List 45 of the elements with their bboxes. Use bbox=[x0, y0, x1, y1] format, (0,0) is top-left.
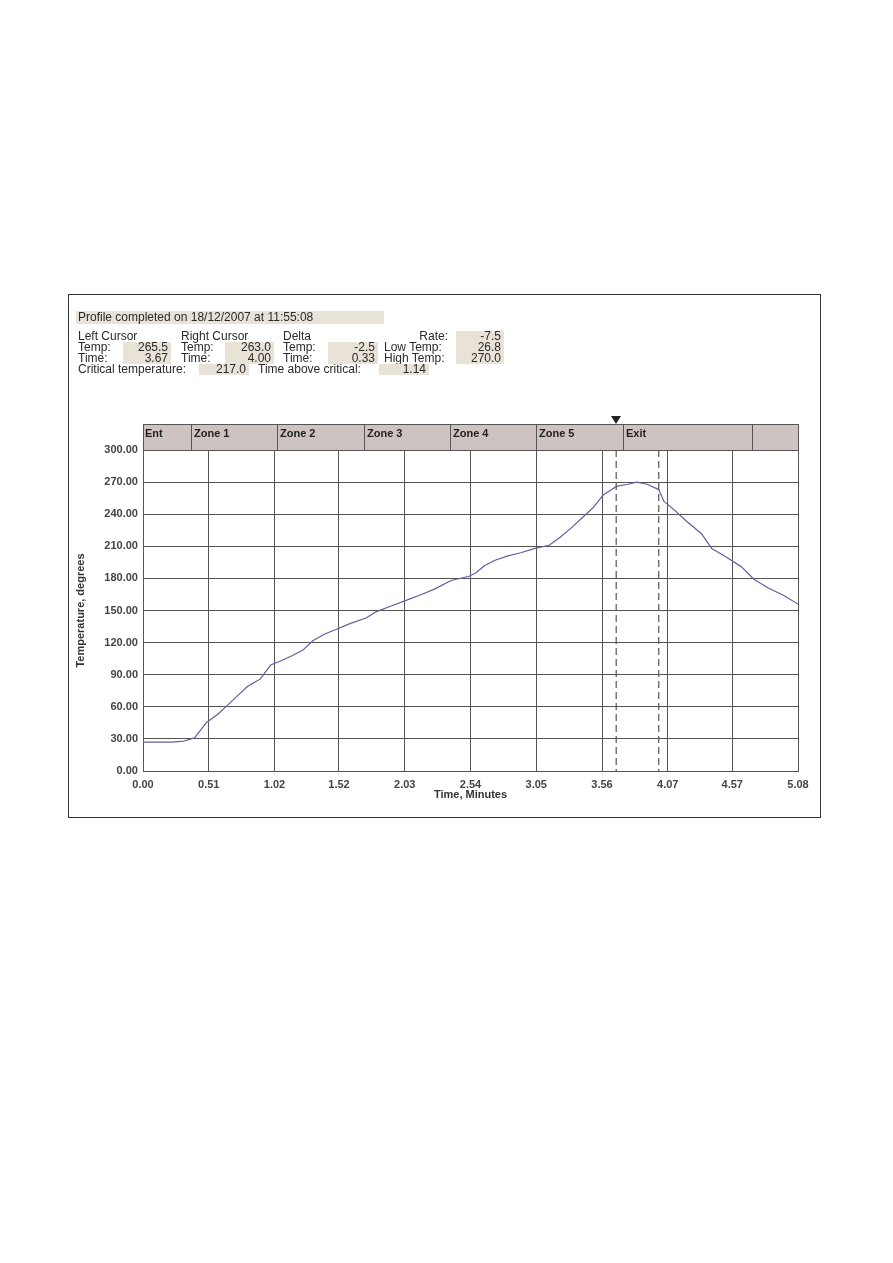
text: Rate: bbox=[419, 329, 448, 343]
x-tick-label: 1.52 bbox=[328, 777, 350, 790]
y-tick-label: 300.00 bbox=[104, 443, 138, 456]
text: Temp: bbox=[78, 340, 111, 354]
text: Delta bbox=[283, 329, 311, 343]
zone-bar: Ent Zone 1 Zone 2 Zone 3 Zone 4 Zone 5 Exit bbox=[143, 424, 799, 451]
text: Right Cursor bbox=[181, 329, 249, 343]
text: Time above critical: bbox=[258, 362, 361, 376]
y-tick-label: 90.00 bbox=[110, 667, 138, 680]
text: 26.8 bbox=[456, 340, 504, 354]
text: 270.0 bbox=[456, 351, 504, 365]
text: 4.00 bbox=[247, 351, 271, 365]
text: 3.67 bbox=[123, 351, 171, 365]
y-tick-label: 180.00 bbox=[104, 571, 138, 584]
x-tick-label: 2.54 bbox=[459, 777, 483, 790]
text: Critical temperature: bbox=[78, 362, 187, 376]
x-tick-label: 3.56 bbox=[591, 777, 613, 790]
y-tick-label: 60.00 bbox=[110, 699, 138, 712]
x-tick-label: 0.00 bbox=[132, 777, 154, 790]
chart-title: Profile completed on 18/12/2007 at 11:55:08 bbox=[76, 310, 384, 324]
y-tick-label: 150.00 bbox=[104, 603, 138, 616]
x-tick-label: 0.51 bbox=[198, 777, 220, 790]
x-tick-label: 4.07 bbox=[657, 777, 679, 790]
text: 0.33 bbox=[328, 351, 378, 365]
y-tick-label: 120.00 bbox=[104, 635, 138, 648]
text: Temp: bbox=[283, 340, 316, 354]
x-tick-label: 1.02 bbox=[263, 777, 286, 790]
text: 263.0 bbox=[225, 340, 274, 354]
y-tick-label: 210.00 bbox=[104, 539, 138, 552]
y-tick-label: 270.00 bbox=[104, 475, 138, 488]
x-tick-label: 3.05 bbox=[525, 777, 547, 790]
x-tick-label: 4.57 bbox=[721, 777, 743, 790]
x-axis-title: Time, Minutes bbox=[433, 788, 508, 801]
text: Left Cursor bbox=[78, 329, 138, 343]
text: Low Temp: bbox=[384, 340, 442, 354]
y-tick-label: 0.00 bbox=[116, 764, 138, 777]
text: 265.5 bbox=[123, 340, 171, 354]
text: -7.5 bbox=[456, 329, 504, 343]
text: -2.5 bbox=[328, 340, 378, 354]
y-axis-title: Temperature, degrees bbox=[73, 553, 86, 668]
y-tick-label: 240.00 bbox=[104, 507, 138, 520]
y-tick-label: 30.00 bbox=[110, 731, 138, 744]
text: 217.0 bbox=[199, 362, 249, 376]
x-tick-label: 2.03 bbox=[394, 777, 416, 790]
x-tick-label: 5.08 bbox=[787, 777, 809, 790]
